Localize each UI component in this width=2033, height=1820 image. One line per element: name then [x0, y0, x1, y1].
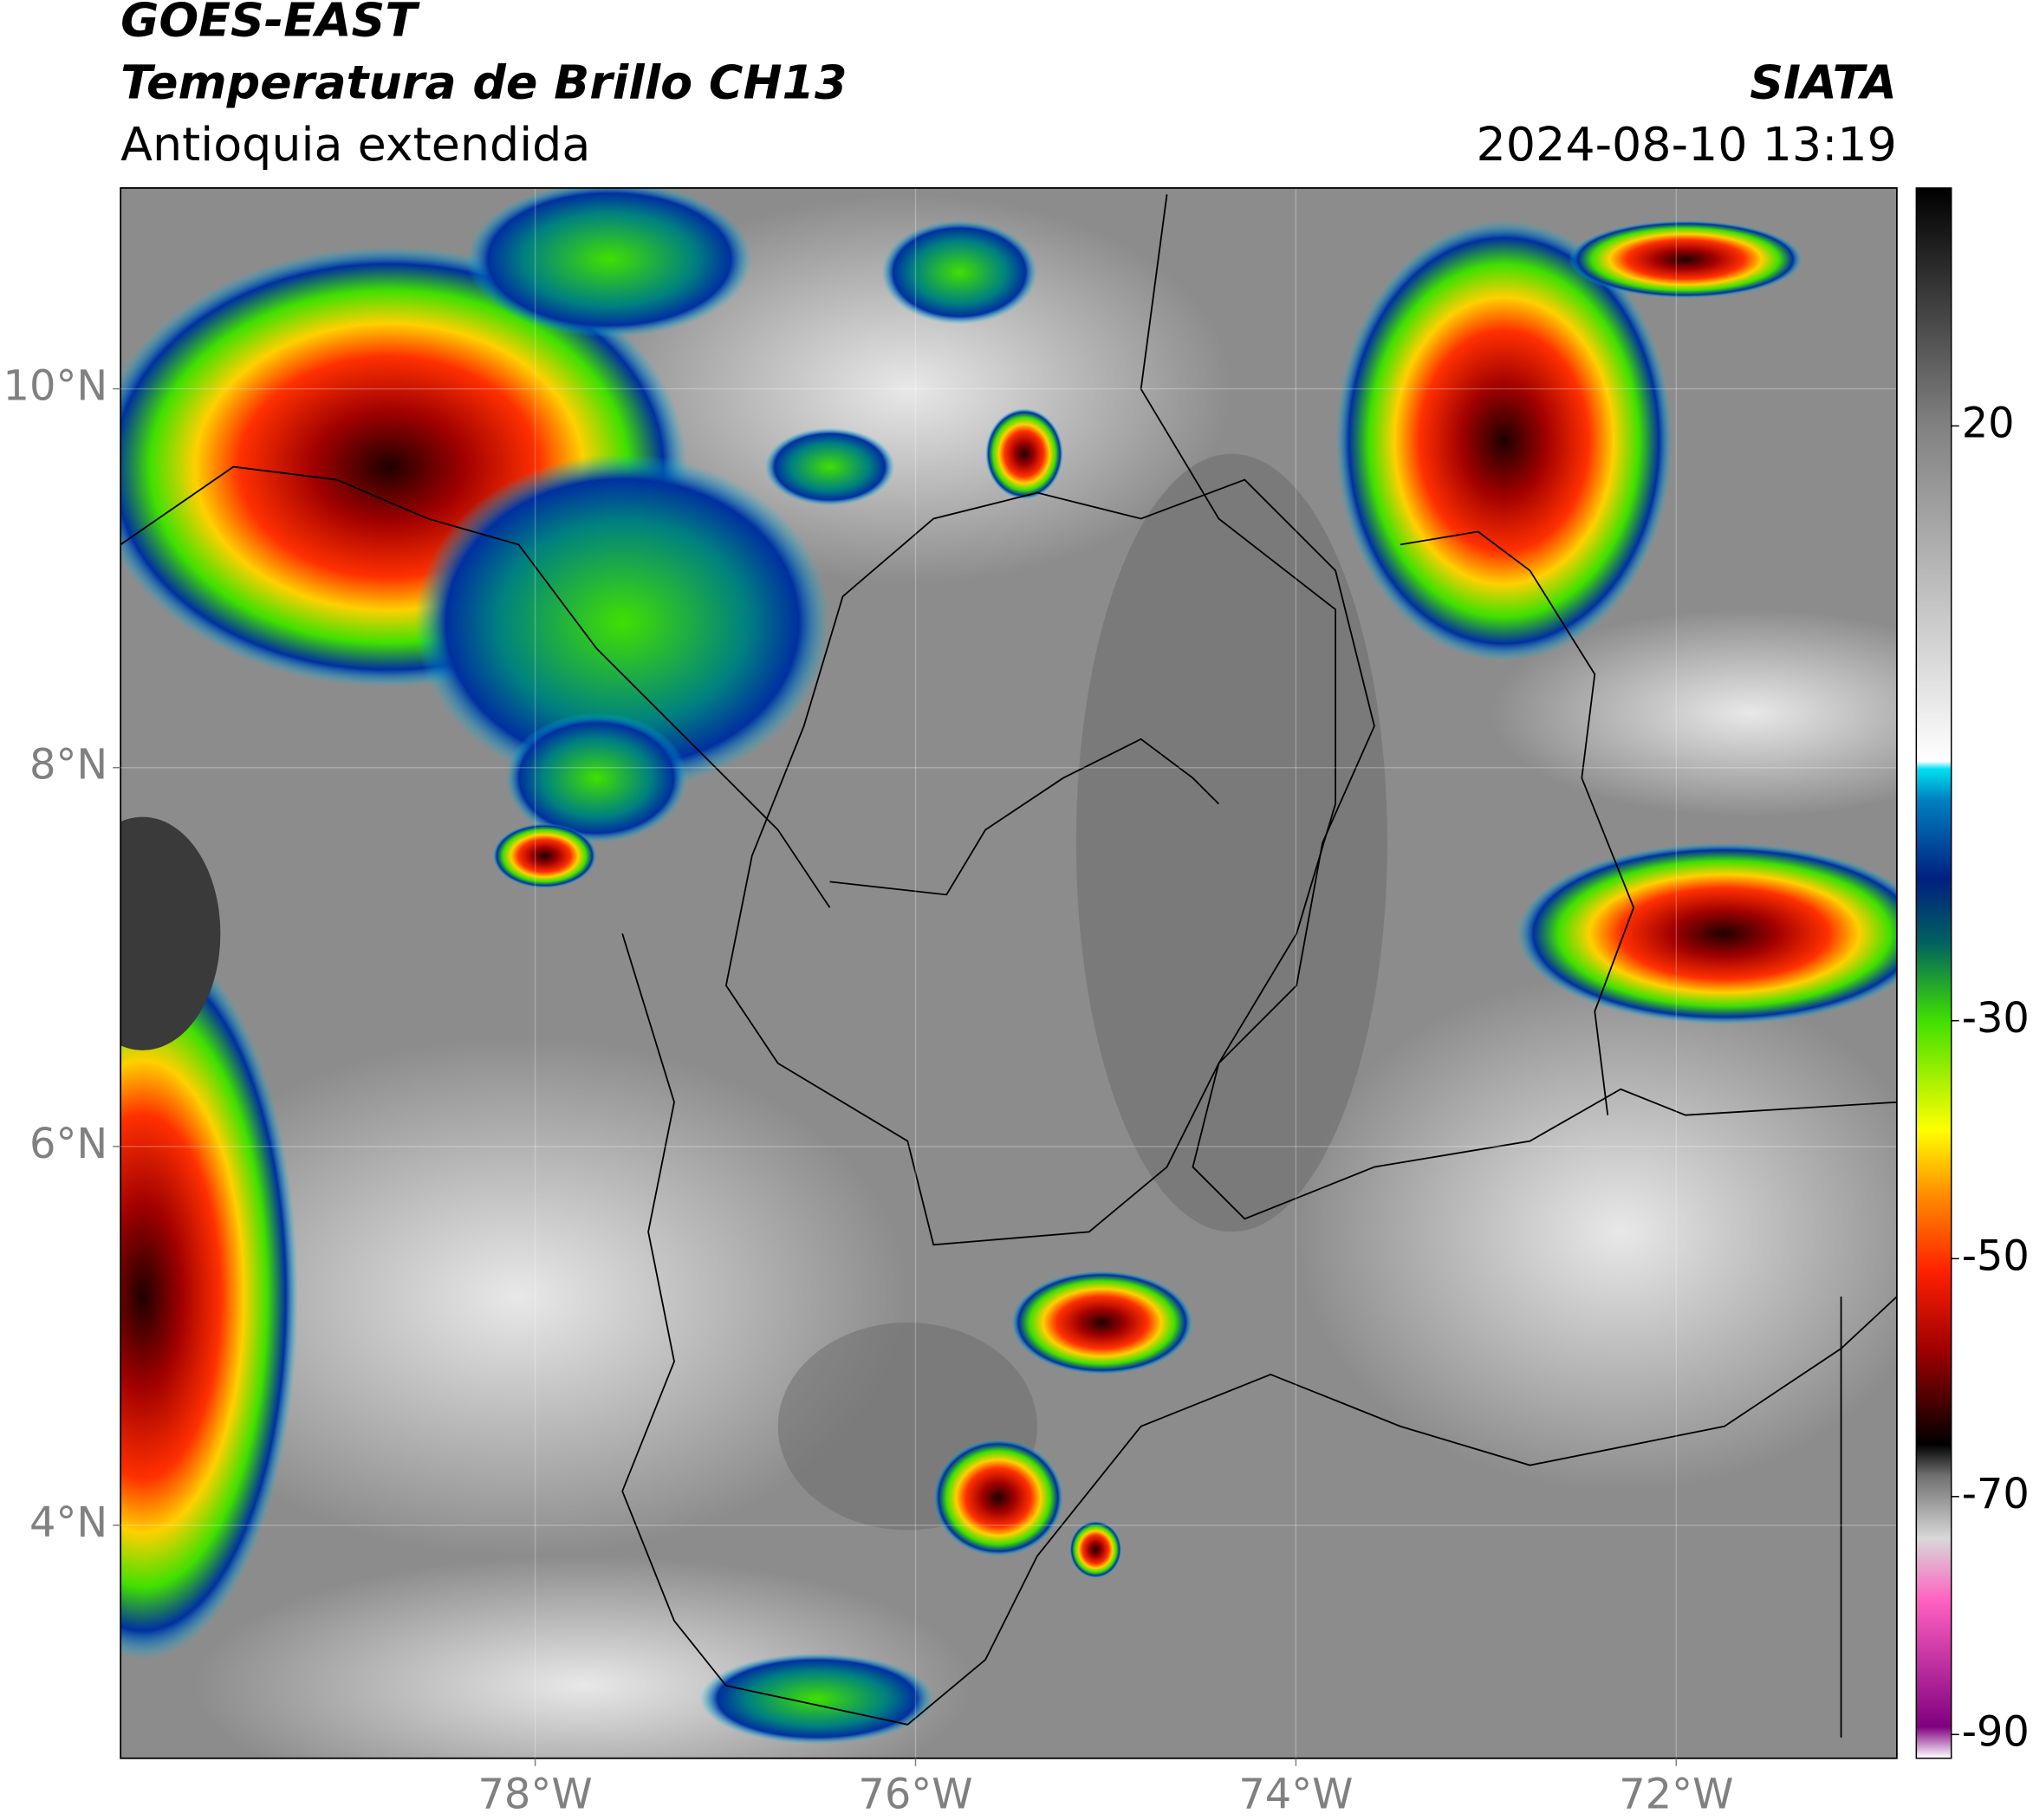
colorbar-tick-label: -90 [1962, 1708, 2030, 1756]
region-subtitle: Antioquia extendida [120, 117, 590, 172]
lat-tick-label: 8°N [29, 742, 107, 790]
source-label: SIATA [1750, 55, 1897, 109]
lat-tick-label: 4°N [29, 1499, 107, 1547]
datetime-label: 2024-08-10 13:19 [1477, 117, 1897, 172]
colorbar-tick-label: -70 [1962, 1471, 2030, 1518]
lon-tick-label: 74°W [1238, 1771, 1353, 1819]
colorbar-tick-label: -30 [1962, 995, 2030, 1043]
colorbar-tick-label: -50 [1962, 1232, 2030, 1280]
colorbar-tick-label: 20 [1962, 400, 2015, 447]
lon-tick-label: 72°W [1619, 1771, 1733, 1819]
lon-tick-label: 76°W [858, 1771, 972, 1819]
map-frame [120, 187, 1898, 1759]
lat-tick-label: 10°N [3, 363, 108, 411]
product-title: Temperatura de Brillo CH13 [120, 55, 847, 109]
lon-tick-label: 78°W [477, 1771, 592, 1819]
satellite-image [120, 187, 1897, 1758]
colorbar [1915, 187, 1952, 1759]
satellite-title: GOES-EAST [120, 0, 420, 48]
lat-tick-label: 6°N [29, 1121, 107, 1168]
